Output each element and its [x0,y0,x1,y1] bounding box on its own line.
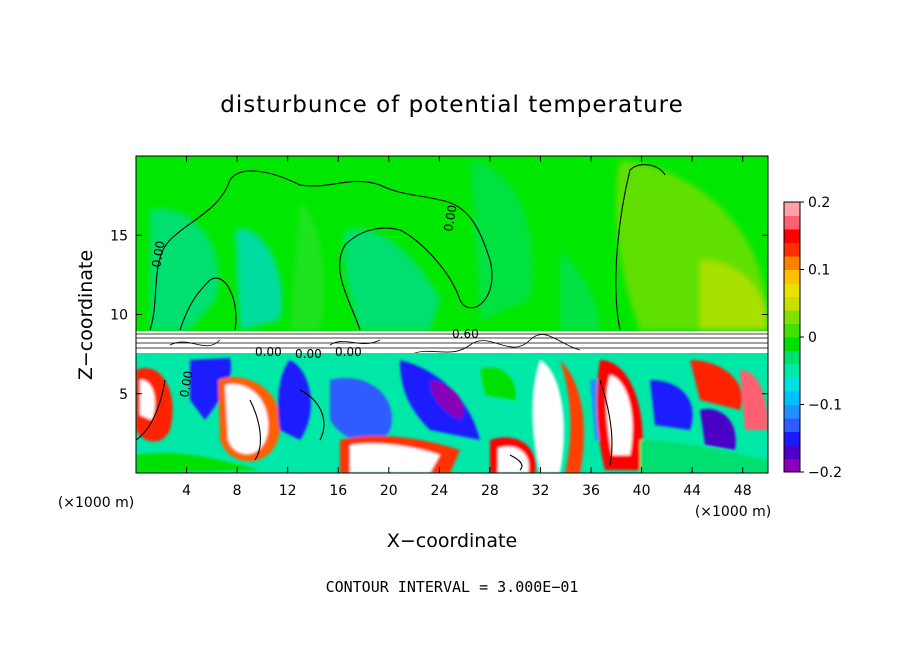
x-tick-label: 48 [734,483,752,499]
colorbar-tick-label: 0 [808,330,817,346]
y-axis-label: Z−coordinate [75,250,97,380]
heatmap-field: 0.00 0.00 0.60 0.00 0.00 0.00 0.00 [136,156,768,473]
colorbar-swatch [784,269,800,284]
x-tick-label: 44 [683,483,701,499]
contour-label: 0.00 [177,370,195,399]
x-axis-label: X−coordinate [387,530,517,552]
colorbar-ticks: 0.2 0.1 0 −0.1 −0.2 [800,195,842,481]
contour-label: 0.00 [295,347,322,361]
colorbar-swatch [784,364,800,378]
y-tick-label: 5 [119,387,128,403]
x-tick-label: 4 [182,483,191,499]
x-tick-label: 16 [329,483,347,499]
colorbar-swatch [784,391,800,405]
colorbar-swatch [784,323,800,338]
inversion-layer-band [136,331,768,353]
upper-field-patches [150,160,768,330]
x-axis-ticks: 4 8 12 16 20 24 28 32 36 40 44 48 [182,156,752,499]
contour-label: 0.60 [452,327,479,341]
colorbar-swatch [784,458,800,473]
x-tick-label: 8 [233,483,242,499]
x-tick-label: 28 [481,483,499,499]
contour-label: 0.00 [149,240,167,269]
y-tick-label: 10 [110,308,128,324]
inversion-layer-lines [136,333,768,356]
colorbar-swatch [784,242,800,257]
colorbar-swatch [784,418,800,432]
colorbar-swatch [784,283,800,297]
contour-lines [136,164,666,471]
colorbar-swatch [784,350,800,365]
x-unit-label-right: (×1000 m) [695,504,771,520]
y-axis-ticks: 5 10 15 [110,228,768,403]
x-tick-label: 20 [380,483,398,499]
contour-labels: 0.00 0.00 0.60 0.00 0.00 0.00 0.00 [149,204,479,399]
colorbar-swatch [784,310,800,324]
colorbar-swatch [784,202,800,216]
x-tick-label: 36 [582,483,600,499]
lower-field-patches [136,358,768,473]
colorbar-swatch [784,256,800,270]
colorbar-tick-label: −0.2 [808,465,842,481]
contour-interval-note: CONTOUR INTERVAL = 3.000E−01 [326,578,579,596]
colorbar-swatch [784,337,800,351]
contour-label: 0.00 [335,345,362,359]
contour-label: 0.00 [255,345,282,359]
colorbar [784,202,800,473]
x-tick-label: 12 [279,483,297,499]
colorbar-swatch [784,229,800,243]
y-tick-label: 15 [110,228,128,244]
colorbar-swatch [784,404,800,419]
colorbar-swatch [784,215,800,230]
x-tick-label: 32 [532,483,550,499]
chart-title: disturbunce of potential temperature [220,92,684,118]
x-tick-label: 40 [633,483,651,499]
contour-label: 0.00 [441,204,459,233]
colorbar-swatch [784,296,800,311]
colorbar-swatch [784,445,800,459]
colorbar-swatch [784,377,800,392]
colorbar-tick-label: 0.2 [808,195,830,211]
colorbar-tick-label: 0.1 [808,263,830,279]
colorbar-tick-label: −0.1 [808,398,842,414]
x-tick-label: 24 [430,483,448,499]
colorbar-swatch [784,431,800,446]
x-unit-label-left: (×1000 m) [58,495,134,511]
